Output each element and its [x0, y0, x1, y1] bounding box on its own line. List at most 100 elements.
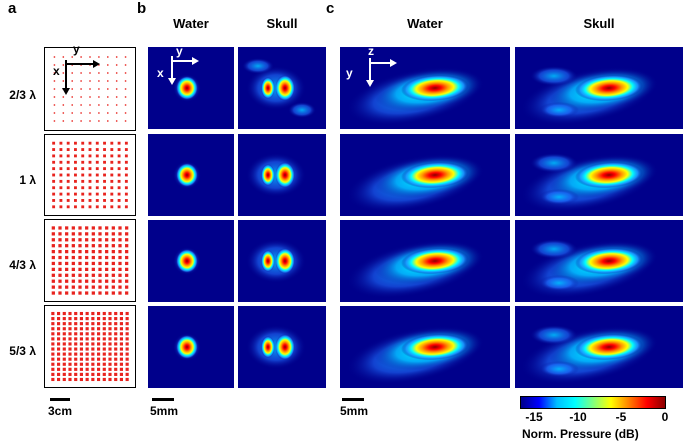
array-element	[111, 226, 115, 230]
pressure-field-c-water-row3	[340, 220, 510, 302]
array-element	[66, 205, 70, 209]
colorbar-title: Norm. Pressure (dB)	[522, 427, 639, 441]
array-element	[85, 238, 89, 242]
scalebar-b	[152, 398, 174, 401]
array-element	[117, 205, 121, 209]
array-element	[85, 261, 89, 266]
array-element	[53, 56, 56, 58]
array-element	[103, 192, 106, 196]
array-element	[78, 291, 82, 295]
array-element	[98, 88, 100, 90]
array-element	[124, 179, 128, 183]
array-element	[125, 347, 129, 351]
array-element	[88, 192, 92, 196]
array-element	[98, 273, 102, 277]
array-element	[74, 347, 78, 351]
array-element	[103, 167, 106, 171]
array-element	[58, 244, 62, 248]
array-element	[102, 377, 106, 382]
array-element	[51, 279, 55, 283]
array-element	[96, 332, 101, 336]
array-element	[66, 186, 70, 190]
array-element	[56, 342, 61, 346]
array-element	[71, 104, 73, 106]
array-element	[74, 141, 77, 145]
array-element	[59, 167, 63, 171]
array-element	[102, 311, 106, 316]
array-element	[91, 244, 95, 248]
array-element	[107, 112, 109, 114]
array-element	[117, 160, 121, 164]
array-element	[117, 173, 121, 177]
array-element	[110, 167, 114, 171]
array-element	[88, 179, 92, 183]
array-element	[111, 255, 115, 260]
array-element	[125, 362, 129, 366]
array-element	[71, 88, 73, 90]
array-element	[124, 167, 128, 171]
array-element	[114, 332, 118, 336]
array-element	[95, 160, 99, 164]
array-element	[52, 141, 56, 145]
array-element	[59, 179, 63, 183]
array-element	[52, 148, 56, 151]
pressure-field-c-skull-row4	[515, 306, 683, 388]
array-element	[102, 317, 106, 321]
array-element	[108, 322, 112, 326]
array-element	[81, 167, 85, 171]
array-element	[74, 317, 78, 321]
array-element	[110, 192, 114, 196]
array-element	[102, 357, 106, 361]
array-element	[118, 273, 122, 277]
array-element	[62, 56, 65, 58]
array-element	[78, 232, 82, 236]
array-element	[78, 267, 82, 272]
array-element	[85, 367, 89, 371]
array-element	[58, 232, 62, 236]
array-element	[68, 332, 72, 336]
array-element	[96, 317, 101, 321]
array-element	[53, 112, 56, 114]
array-element	[108, 362, 112, 366]
array-element	[91, 238, 95, 242]
array-element	[56, 311, 61, 316]
array-element	[74, 160, 77, 164]
array-element	[51, 232, 55, 236]
array-element	[71, 244, 75, 248]
array-element	[124, 104, 127, 106]
array-element	[110, 173, 114, 177]
array-element	[81, 179, 85, 183]
array-element	[59, 205, 63, 209]
array-element	[74, 179, 77, 183]
array-element	[105, 238, 109, 242]
array-element	[110, 205, 114, 209]
array-element	[80, 96, 82, 98]
array-element	[105, 244, 109, 248]
array-element	[51, 244, 55, 248]
array-element	[125, 337, 129, 341]
array-element	[111, 238, 115, 242]
array-element	[95, 148, 99, 151]
array-element	[118, 267, 122, 272]
array-element	[91, 311, 95, 316]
array-element	[91, 291, 95, 295]
array-element	[96, 362, 101, 366]
pressure-field-c-skull-row1	[515, 47, 683, 129]
array-element	[62, 342, 66, 346]
array-element	[107, 64, 109, 66]
array-element	[115, 96, 118, 98]
array-element	[52, 160, 56, 164]
array-element	[108, 317, 112, 321]
pressure-field-b-skull-row1	[238, 47, 326, 129]
pressure-field-c-skull-row3	[515, 220, 683, 302]
array-element	[114, 372, 118, 376]
array-element	[62, 327, 66, 331]
array-element	[108, 377, 112, 382]
array-element	[124, 120, 127, 122]
array-element	[118, 255, 122, 260]
array-element	[117, 179, 121, 183]
array-element	[119, 367, 124, 371]
array-element	[98, 267, 102, 272]
array-element	[119, 362, 124, 366]
array-element	[124, 160, 128, 164]
